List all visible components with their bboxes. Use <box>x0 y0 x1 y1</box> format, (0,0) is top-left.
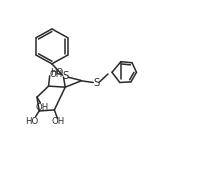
Text: S: S <box>93 78 99 88</box>
Text: OH: OH <box>36 103 49 112</box>
Text: S: S <box>62 71 68 81</box>
Text: HO: HO <box>25 117 38 126</box>
Text: OH: OH <box>49 70 62 78</box>
Text: HO: HO <box>51 68 64 77</box>
Text: OH: OH <box>51 117 65 126</box>
